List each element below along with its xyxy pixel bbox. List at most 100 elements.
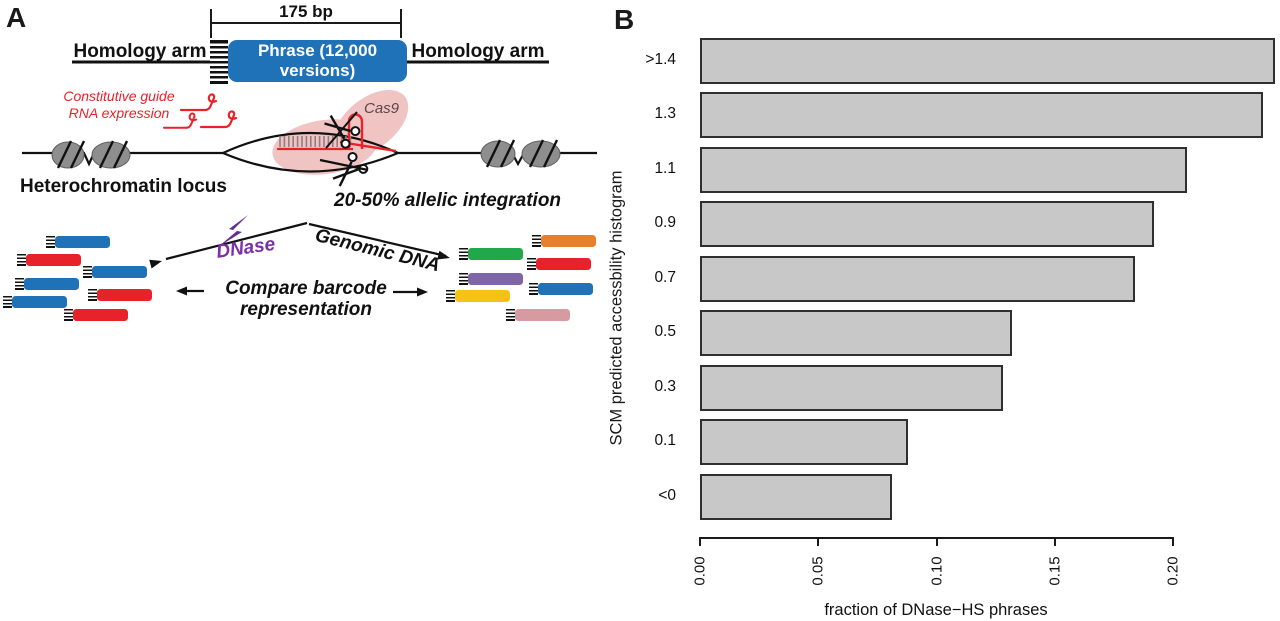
y-tick-label: 0.1 [654,432,676,450]
homology-arm-right-label: Homology arm [411,41,545,62]
x-tick-label: 0.15 [1046,556,1064,586]
x-tick-label: 0.00 [691,556,709,586]
fragment-bar [12,296,67,308]
fragment-barcode [17,254,26,266]
panel-a-label: A [6,2,27,33]
phrase-box: Phrase (12,000 versions) [228,40,407,82]
nucleosomes-left [51,140,131,169]
fragment-barcode [532,235,541,247]
fragment-barcode [3,296,12,308]
left-fragment-red [64,309,128,321]
left-fragment-blue [83,266,147,278]
histogram-bar-1.1 [700,146,1187,193]
histogram-bar-1.3 [700,92,1263,139]
fragment-barcode [529,283,538,295]
panel-b-label: B [614,4,635,35]
y-tick-label: 0.9 [654,214,676,232]
x-tick-mark [1172,537,1174,546]
fragment-bar [541,235,596,247]
fragment-bar [73,309,128,321]
nucleosomes-right [480,139,561,168]
bp-bracket [210,9,402,38]
guide-rna-caption-line2: RNA expression [68,104,170,121]
left-fragment-blue [15,278,79,290]
fragment-barcode [15,278,24,290]
guide-rna-caption-line1: Constitutive guide [63,88,175,104]
y-tick-label: 0.5 [654,323,676,341]
fragment-bar [515,309,570,321]
left-fragment-red [17,254,81,266]
bp-length-label: 175 bp [279,2,333,21]
split-arrows [165,221,447,261]
right-fragment-orange [532,235,596,247]
compare-barcode-line2: representation [240,298,372,320]
y-tick-label: <0 [658,486,676,504]
fragment-bar [468,248,523,260]
histogram-bar->1.4 [700,38,1275,84]
y-tick-label: 0.3 [654,377,676,395]
right-fragment-purple [459,273,523,285]
fragment-barcode [527,258,536,270]
guide-rna-squiggle-icon [179,93,218,112]
y-axis-title: SCM predicted accessbility histogram [607,170,626,446]
y-tick-label: >1.4 [645,51,676,68]
arrowhead-left [149,259,162,269]
fragment-barcode [64,309,73,321]
heterochromatin-locus-label: Heterochromatin locus [20,176,227,197]
cas9-blob-upper [333,90,409,156]
histogram-bar-0.1 [700,419,908,466]
guide-rna-squiggle-icon [162,112,198,129]
x-tick-label: 0.05 [809,556,827,586]
guide-rna-squiggles [162,93,238,129]
compare-barcode-line1: Compare barcode [225,278,387,299]
fragment-bar [92,266,147,278]
y-tick-label: 1.1 [654,159,676,177]
arrowhead-right [437,250,450,260]
fragment-barcode [506,309,515,321]
x-tick-mark [699,537,701,546]
allelic-integration-label: 20-50% allelic integration [334,190,562,211]
x-axis-title: fraction of DNase−HS phrases [824,601,1048,619]
scissors-top-blade [325,111,358,149]
left-fragment-blue [46,236,110,248]
fragment-barcode [459,248,468,260]
fragment-barcode [459,273,468,285]
fragment-bar [24,278,79,290]
fragment-barcode [446,290,455,302]
histogram-bar-0.7 [700,255,1135,302]
compare-arrowhead-left [176,286,187,296]
fragment-bar [97,289,152,301]
x-tick-label: 0.10 [928,556,945,586]
guide-rna-squiggle-icon [199,110,238,129]
y-tick-label: 1.3 [654,105,676,123]
fragment-bar [538,283,593,295]
scissors-bottom-blade [319,158,369,172]
x-tick-mark [817,537,820,546]
fragment-bar [26,254,81,266]
compare-barcode-label: Compare barcode representation [222,278,390,320]
fragment-barcode [83,266,92,278]
histogram-bar-0.3 [700,364,1003,411]
right-fragment-blue [529,283,593,295]
compare-arrowhead-right [417,287,428,297]
y-tick-label: 0.7 [654,268,676,286]
histogram-bar-0.9 [700,201,1154,248]
left-fragment-blue [3,296,67,308]
right-fragment-rose [506,309,570,321]
construct-barcode [210,40,228,84]
right-fragment-green [459,248,523,260]
homology-arm-left-label: Homology arm [73,41,207,62]
x-tick-mark [935,537,938,546]
cas9-label: Cas9 [364,100,400,117]
panel-a-diagram [22,9,597,297]
histogram-bar-0.5 [700,310,1012,357]
fragment-bar [468,273,523,285]
fragment-barcode [46,236,55,248]
fragment-barcode [88,289,97,301]
scissors-top-icon [324,114,361,149]
left-fragment-red [88,289,152,301]
fragment-bar [55,236,110,248]
right-fragment-red [527,258,591,270]
fragment-bar [455,290,510,302]
